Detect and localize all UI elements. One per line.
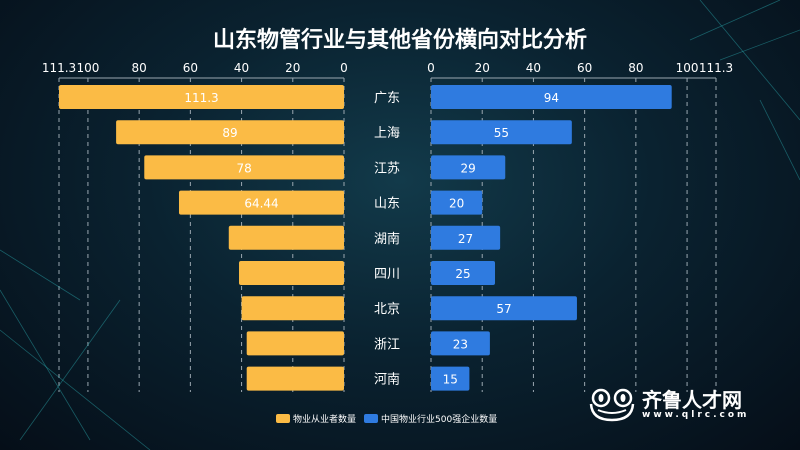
data-label: 15 — [443, 373, 458, 387]
category-label: 四川 — [374, 267, 400, 282]
tick-label-right: 40 — [526, 61, 541, 75]
bar-workers[interactable] — [246, 366, 344, 391]
bar-workers[interactable] — [228, 225, 344, 250]
category-label: 山东 — [374, 197, 400, 212]
bar-workers[interactable] — [178, 190, 344, 215]
tick-label-left: 60 — [183, 61, 198, 75]
data-label: 27 — [458, 232, 473, 246]
category-label: 北京 — [374, 302, 400, 317]
bar-workers[interactable] — [246, 331, 344, 356]
tick-label-right: 111.3 — [699, 61, 733, 75]
bar-workers[interactable] — [144, 155, 344, 180]
legend-swatch — [364, 414, 379, 423]
frog-logo-icon — [589, 388, 635, 422]
tick-label-right: 80 — [628, 61, 643, 75]
category-label: 广东 — [374, 91, 400, 106]
tick-label-right: 60 — [577, 61, 592, 75]
legend-item-workers[interactable]: 物业从业者数量 — [276, 412, 356, 425]
data-label: 29 — [460, 161, 475, 175]
data-label: 94 — [544, 91, 559, 105]
legend: 物业从业者数量 中国物业行业500强企业数量 — [276, 412, 497, 425]
bar-companies[interactable] — [431, 155, 506, 180]
category-label: 湖南 — [374, 231, 400, 247]
bar-companies[interactable] — [431, 296, 577, 321]
brand-url: www.qlrc.com — [642, 410, 750, 420]
tick-label-left: 111.3 — [42, 61, 76, 75]
category-label: 河南 — [374, 372, 400, 388]
category-label: 江苏 — [374, 160, 400, 176]
category-label: 浙江 — [374, 337, 400, 352]
data-label: 55 — [494, 126, 509, 140]
tick-label-left: 20 — [285, 61, 300, 75]
data-label: 57 — [496, 302, 511, 316]
bar-workers[interactable] — [59, 85, 344, 109]
data-label: 20 — [449, 197, 464, 211]
legend-label: 物业从业者数量 — [293, 415, 357, 425]
tick-label-left: 0 — [340, 61, 348, 75]
brand-name: 齐鲁人才网 — [642, 388, 742, 412]
legend-item-companies[interactable]: 中国物业行业500强企业数量 — [364, 412, 497, 425]
legend-label: 中国物业行业500强企业数量 — [381, 415, 498, 425]
bar-companies[interactable] — [431, 190, 483, 215]
data-label: 25 — [455, 267, 470, 281]
tick-label-right: 20 — [475, 61, 490, 75]
tick-label-left: 80 — [132, 61, 147, 75]
chart-title: 山东物管行业与其他省份横向对比分析 — [212, 28, 587, 53]
bar-companies[interactable] — [431, 331, 490, 356]
bar-workers[interactable] — [116, 120, 345, 145]
legend-swatch — [276, 414, 290, 423]
data-label: 89 — [222, 126, 237, 140]
tick-label-left: 100 — [76, 61, 99, 75]
bar-companies[interactable] — [431, 261, 496, 285]
data-label: 23 — [453, 337, 468, 351]
data-label: 64.44 — [244, 197, 278, 211]
tick-label-left: 40 — [234, 61, 249, 75]
bar-companies[interactable] — [431, 120, 572, 145]
data-label: 111.3 — [184, 91, 218, 105]
bar-workers[interactable] — [239, 261, 344, 285]
tick-label-right: 0 — [427, 61, 435, 75]
bar-companies[interactable] — [431, 366, 470, 391]
bar-workers[interactable] — [241, 296, 344, 321]
category-label: 上海 — [374, 126, 400, 141]
bar-companies[interactable] — [431, 85, 672, 109]
tick-label-right: 100 — [676, 61, 699, 75]
data-label: 78 — [236, 161, 251, 175]
logo: 齐鲁人才网 www.qlrc.com — [588, 388, 749, 422]
bar-companies[interactable] — [431, 225, 501, 250]
